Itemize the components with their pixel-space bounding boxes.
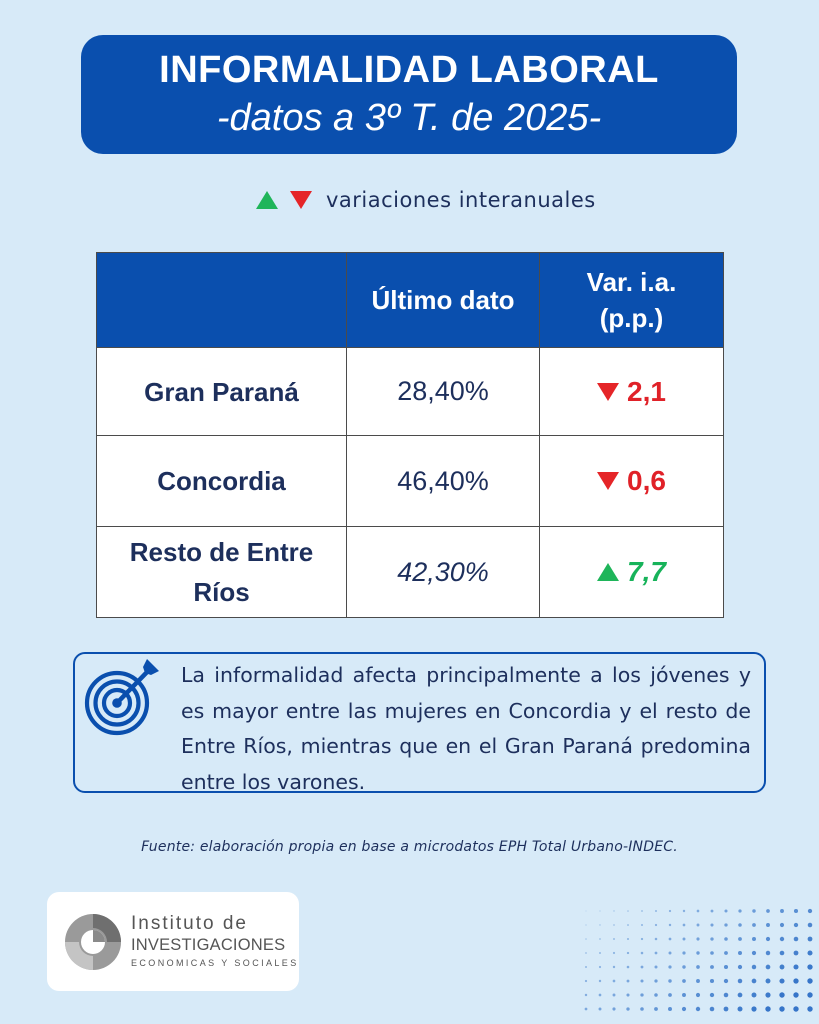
header-variation: Var. i.a. (p.p.) (539, 252, 724, 348)
logo-line2: INVESTIGACIONES (131, 936, 286, 954)
highlight-box: La informalidad afecta principalmente a … (73, 652, 766, 794)
header-last-value: Último dato (346, 252, 540, 348)
logo-line3: ECONOMICAS Y SOCIALES (131, 958, 299, 968)
last-value: 42,30% (346, 526, 540, 618)
highlight-text: La informalidad afecta principalmente a … (181, 663, 751, 794)
variation-cell: 7,7 (539, 526, 724, 618)
triangle-up-icon (597, 563, 620, 581)
triangle-up-icon (256, 191, 278, 209)
source-note: Fuente: elaboración propia en base a mic… (141, 839, 678, 855)
variation-value: 2,1 (627, 375, 666, 407)
legend-label: variaciones interanuales (326, 188, 596, 212)
variation-value: 0,6 (627, 465, 666, 496)
variation-legend: variaciones interanuales (256, 184, 596, 216)
region-name: Gran Paraná (96, 347, 347, 436)
table-row: Resto de Entre Ríos 42,30% 7,7 (96, 526, 724, 618)
variation-cell: 0,6 (539, 435, 724, 527)
table-header-row: Último dato Var. i.a. (p.p.) (96, 252, 724, 348)
header-variation-line1: Var. i.a. (586, 267, 677, 297)
logo-line1: Instituto de (131, 913, 248, 934)
informality-table: Último dato Var. i.a. (p.p.) Gran Paraná… (96, 252, 724, 618)
institute-logo-icon (65, 914, 121, 970)
region-name-line2: Ríos (193, 577, 250, 607)
region-name-line1: Resto de Entre (129, 537, 314, 567)
header-region (96, 252, 347, 348)
variation-value: 7,7 (627, 556, 666, 587)
target-icon (84, 659, 159, 736)
last-value: 46,40% (346, 435, 540, 527)
page-title: INFORMALIDAD LABORAL (159, 49, 659, 91)
table-row: Concordia 46,40% 0,6 (96, 435, 724, 527)
header-variation-line2: (p.p.) (599, 303, 664, 333)
variation-cell: 2,1 (539, 347, 724, 436)
title-banner: INFORMALIDAD LABORAL -datos a 3º T. de 2… (81, 35, 737, 154)
page-subtitle: -datos a 3º T. de 2025- (216, 97, 602, 139)
triangle-down-icon (597, 382, 620, 401)
last-value: 28,40% (346, 347, 540, 436)
triangle-down-icon (290, 191, 312, 209)
region-name: Resto de Entre Ríos (96, 526, 347, 618)
decorative-dot-pattern (584, 908, 813, 1012)
table-row: Gran Paraná 28,40% 2,1 (96, 347, 724, 436)
region-name: Concordia (96, 435, 347, 527)
institute-logo: Instituto de INVESTIGACIONES ECONOMICAS … (47, 892, 299, 991)
triangle-down-icon (597, 472, 620, 490)
